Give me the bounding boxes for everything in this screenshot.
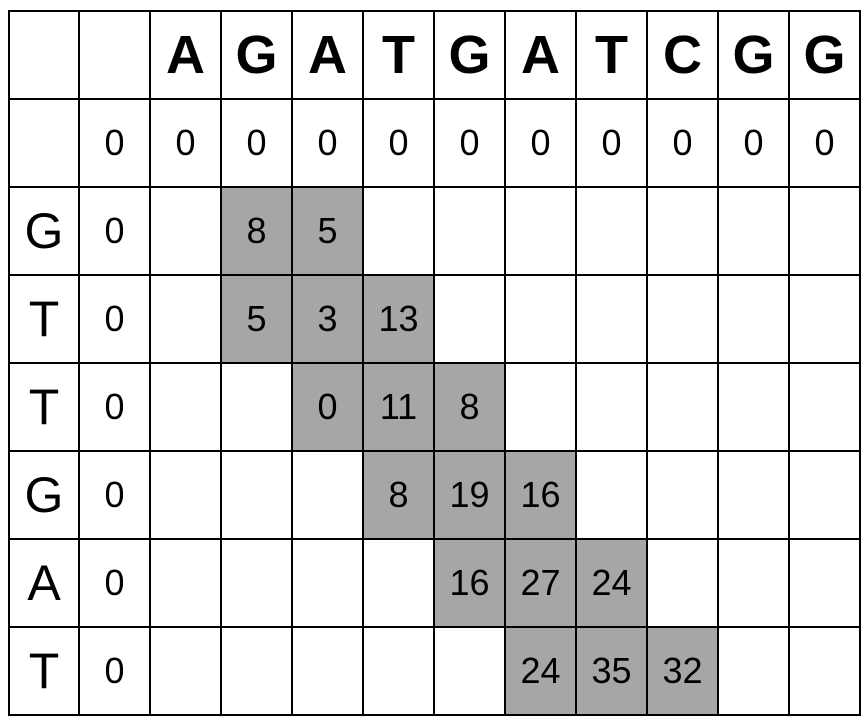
score-cell [364, 540, 435, 628]
highlighted-score-cell: 32 [648, 628, 719, 716]
init-row-cell: 0 [719, 100, 790, 188]
score-cell [790, 276, 861, 364]
highlighted-score-cell: 8 [364, 452, 435, 540]
highlighted-score-cell: 5 [293, 188, 364, 276]
highlighted-score-cell: 5 [222, 276, 293, 364]
left-sequence-letter: A [10, 540, 80, 628]
left-sequence-letter: T [10, 628, 80, 716]
score-cell [151, 364, 222, 452]
highlighted-score-cell: 3 [293, 276, 364, 364]
highlighted-score-cell: 16 [435, 540, 506, 628]
score-cell [293, 540, 364, 628]
top-sequence-letter: G [222, 12, 293, 100]
score-cell [364, 628, 435, 716]
row-letter-empty [10, 100, 80, 188]
score-cell [790, 540, 861, 628]
init-row-cell: 0 [648, 100, 719, 188]
score-cell: 0 [80, 628, 151, 716]
score-cell [222, 540, 293, 628]
init-row-cell: 0 [293, 100, 364, 188]
highlighted-score-cell: 24 [577, 540, 648, 628]
score-cell [577, 276, 648, 364]
left-sequence-letter: T [10, 364, 80, 452]
score-cell [151, 540, 222, 628]
score-cell [151, 188, 222, 276]
highlighted-score-cell: 0 [293, 364, 364, 452]
score-cell [293, 452, 364, 540]
top-sequence-letter: C [648, 12, 719, 100]
highlighted-score-cell: 11 [364, 364, 435, 452]
left-sequence-letter: T [10, 276, 80, 364]
corner-cell [10, 12, 80, 100]
highlighted-score-cell: 8 [435, 364, 506, 452]
score-cell [719, 188, 790, 276]
score-cell [648, 364, 719, 452]
highlighted-score-cell: 35 [577, 628, 648, 716]
score-cell: 0 [80, 188, 151, 276]
highlighted-score-cell: 16 [506, 452, 577, 540]
score-cell [222, 364, 293, 452]
top-sequence-letter: A [151, 12, 222, 100]
score-cell: 0 [80, 452, 151, 540]
score-cell [790, 628, 861, 716]
highlighted-score-cell: 24 [506, 628, 577, 716]
init-row-cell: 0 [435, 100, 506, 188]
top-sequence-letter: G [790, 12, 861, 100]
score-cell [222, 452, 293, 540]
score-cell [577, 364, 648, 452]
init-row-cell: 0 [80, 100, 151, 188]
score-cell [222, 628, 293, 716]
init-row-cell: 0 [222, 100, 293, 188]
score-cell [648, 452, 719, 540]
left-sequence-letter: G [10, 452, 80, 540]
score-cell [577, 452, 648, 540]
score-cell: 0 [80, 276, 151, 364]
top-sequence-letter: T [577, 12, 648, 100]
score-cell: 0 [80, 364, 151, 452]
score-cell [790, 452, 861, 540]
score-cell [293, 628, 364, 716]
init-row-cell: 0 [790, 100, 861, 188]
score-cell [790, 188, 861, 276]
init-row-cell: 0 [151, 100, 222, 188]
score-cell [151, 628, 222, 716]
score-cell [435, 276, 506, 364]
score-cell [648, 276, 719, 364]
score-cell [719, 628, 790, 716]
score-cell [719, 364, 790, 452]
score-cell [435, 628, 506, 716]
score-cell [506, 276, 577, 364]
score-cell [506, 188, 577, 276]
score-cell [648, 540, 719, 628]
init-row-cell: 0 [506, 100, 577, 188]
top-sequence-letter: G [435, 12, 506, 100]
alignment-matrix: A G A T G A T C G G 0 0 0 0 0 0 0 0 0 0 0 G 0 8 5 T 0 5 3 13 T 0 0 11 8 G 0 8… [8, 10, 861, 716]
score-cell [648, 188, 719, 276]
highlighted-score-cell: 19 [435, 452, 506, 540]
score-cell [151, 276, 222, 364]
score-cell [435, 188, 506, 276]
score-cell [577, 188, 648, 276]
top-sequence-letter: G [719, 12, 790, 100]
init-row-cell: 0 [577, 100, 648, 188]
score-cell [790, 364, 861, 452]
score-cell [719, 540, 790, 628]
score-cell [719, 276, 790, 364]
top-sequence-letter: A [506, 12, 577, 100]
score-cell: 0 [80, 540, 151, 628]
score-cell [506, 364, 577, 452]
left-sequence-letter: G [10, 188, 80, 276]
score-cell [364, 188, 435, 276]
top-sequence-letter: T [364, 12, 435, 100]
corner-cell [80, 12, 151, 100]
init-row-cell: 0 [364, 100, 435, 188]
top-sequence-letter: A [293, 12, 364, 100]
highlighted-score-cell: 27 [506, 540, 577, 628]
score-cell [719, 452, 790, 540]
highlighted-score-cell: 8 [222, 188, 293, 276]
highlighted-score-cell: 13 [364, 276, 435, 364]
score-cell [151, 452, 222, 540]
